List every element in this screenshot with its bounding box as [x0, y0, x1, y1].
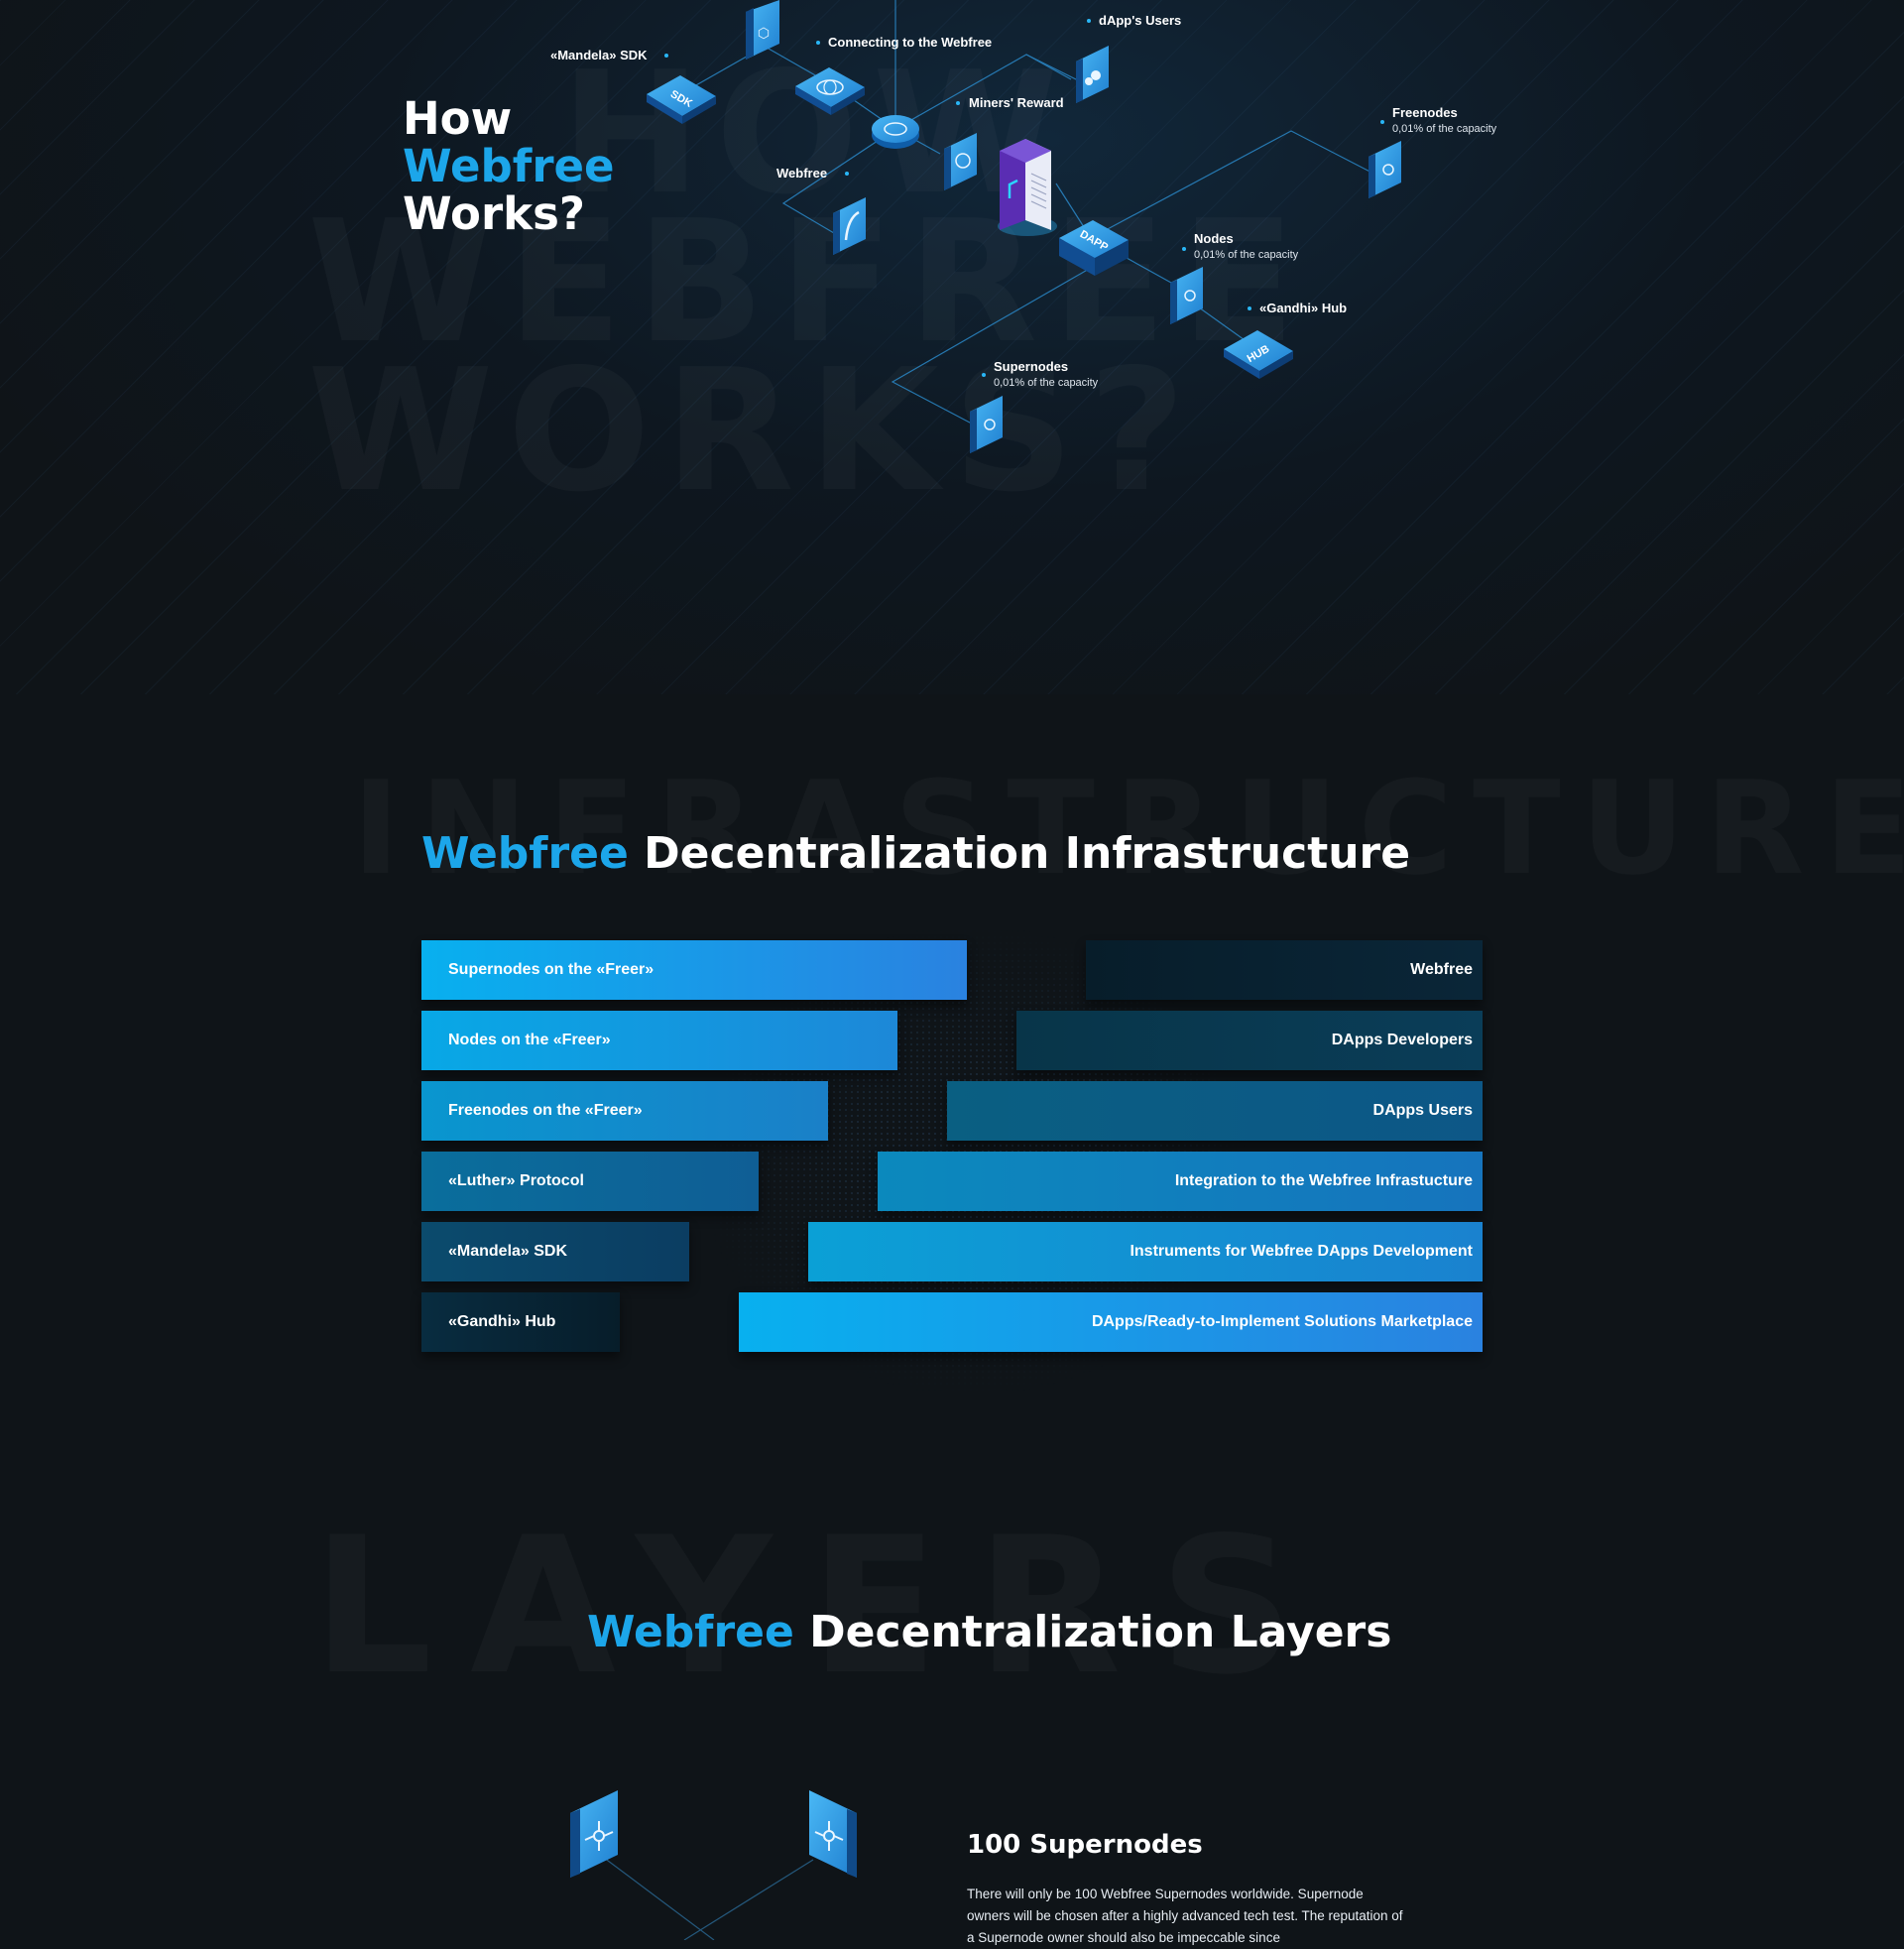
infra-left-bar[interactable]: Nodes on the «Freer»: [421, 1011, 897, 1070]
label-dapp-users: dApp's Users: [1099, 13, 1182, 28]
svg-text:⬡: ⬡: [758, 26, 770, 42]
label-dot: [816, 41, 820, 45]
server-icon: [998, 139, 1057, 236]
label-dot: [845, 172, 849, 176]
layers-diagram: [570, 1790, 857, 1940]
globe-tile-icon: [795, 67, 865, 115]
label-dot: [1248, 306, 1251, 310]
label-nodes: Nodes 0,01% of the capacity: [1194, 231, 1298, 261]
infrastructure-title-rest: Decentralization Infrastructure: [644, 828, 1411, 879]
dapp-stack-icon: DAPP: [1059, 220, 1129, 276]
label-dot: [1380, 120, 1384, 124]
freenodes-title: Freenodes: [1392, 105, 1458, 120]
miners-reward-icon: [944, 133, 977, 190]
label-miners-reward: Miners' Reward: [969, 95, 1064, 110]
nodes-title: Nodes: [1194, 231, 1234, 246]
title-line-how: How: [403, 92, 513, 145]
webfree-logo-icon: [833, 197, 866, 255]
label-dot: [1182, 247, 1186, 251]
label-dot: [664, 54, 668, 58]
label-dot: [956, 101, 960, 105]
coin-icon: [872, 115, 919, 149]
how-webfree-works-title: How Webfree Works?: [403, 95, 615, 238]
layers-title: Webfree Decentralization Layers: [587, 1607, 1391, 1657]
label-dot: [982, 373, 986, 377]
nodes-capacity: 0,01% of the capacity: [1194, 249, 1299, 261]
infra-right-bar[interactable]: Instruments for Webfree DApps Developmen…: [808, 1222, 1483, 1281]
supernodes-icon: [970, 396, 1003, 453]
label-mandela-sdk: «Mandela» SDK: [550, 48, 648, 62]
layers-title-rest: Decentralization Layers: [809, 1607, 1392, 1657]
freenodes-icon: [1368, 141, 1401, 198]
infra-left-bar[interactable]: «Gandhi» Hub: [421, 1292, 620, 1352]
blockchain-icon: ⬡: [746, 0, 779, 60]
supernodes-title: Supernodes: [994, 359, 1069, 374]
infrastructure-title-accent: Webfree: [421, 828, 629, 879]
infra-left-bar[interactable]: Freenodes on the «Freer»: [421, 1081, 828, 1141]
layers-title-accent: Webfree: [587, 1607, 794, 1657]
infra-left-bar[interactable]: «Mandela» SDK: [421, 1222, 689, 1281]
infra-left-bar[interactable]: «Luther» Protocol: [421, 1152, 759, 1211]
infra-right-bar[interactable]: Integration to the Webfree Infrastucture: [878, 1152, 1483, 1211]
layer-card-title: 100 Supernodes: [967, 1830, 1203, 1860]
label-dot: [1087, 19, 1091, 23]
layer-card-supernodes: 100 Supernodes There will only be 100 We…: [967, 1830, 1403, 1949]
infra-left-bar[interactable]: Supernodes on the «Freer»: [421, 940, 967, 1000]
freenodes-capacity: 0,01% of the capacity: [1392, 123, 1497, 135]
label-gandhi-hub: «Gandhi» Hub: [1259, 301, 1348, 315]
hub-tile-icon: HUB: [1224, 330, 1293, 379]
title-line-webfree: Webfree: [403, 140, 615, 192]
title-line-works: Works?: [403, 187, 585, 240]
label-supernodes: Supernodes 0,01% of the capacity: [994, 359, 1098, 389]
supernodes-capacity: 0,01% of the capacity: [994, 377, 1099, 389]
supernode-cube-icon: [809, 1790, 857, 1878]
infra-right-bar[interactable]: DApps Users: [947, 1081, 1483, 1141]
label-freenodes: Freenodes 0,01% of the capacity: [1392, 105, 1496, 135]
supernode-cube-icon: [570, 1790, 618, 1878]
infrastructure-title: Webfree Decentralization Infrastructure: [421, 828, 1410, 879]
label-connecting: Connecting to the Webfree: [828, 35, 993, 50]
sdk-tile-icon: SDK: [647, 75, 716, 124]
infra-right-bar[interactable]: DApps/Ready-to-Implement Solutions Marke…: [739, 1292, 1483, 1352]
label-webfree: Webfree: [776, 166, 828, 181]
users-icon: [1076, 46, 1109, 103]
layer-card-text: There will only be 100 Webfree Supernode…: [967, 1887, 1403, 1945]
infra-right-bar[interactable]: Webfree: [1086, 940, 1483, 1000]
how-it-works-section: HOW WEBFREE WORKS? How Webfree Works?: [0, 0, 1904, 694]
network-diagram: ⬡ SDK: [647, 0, 1401, 453]
infra-right-bar[interactable]: DApps Developers: [1016, 1011, 1483, 1070]
nodes-icon: [1170, 267, 1203, 324]
